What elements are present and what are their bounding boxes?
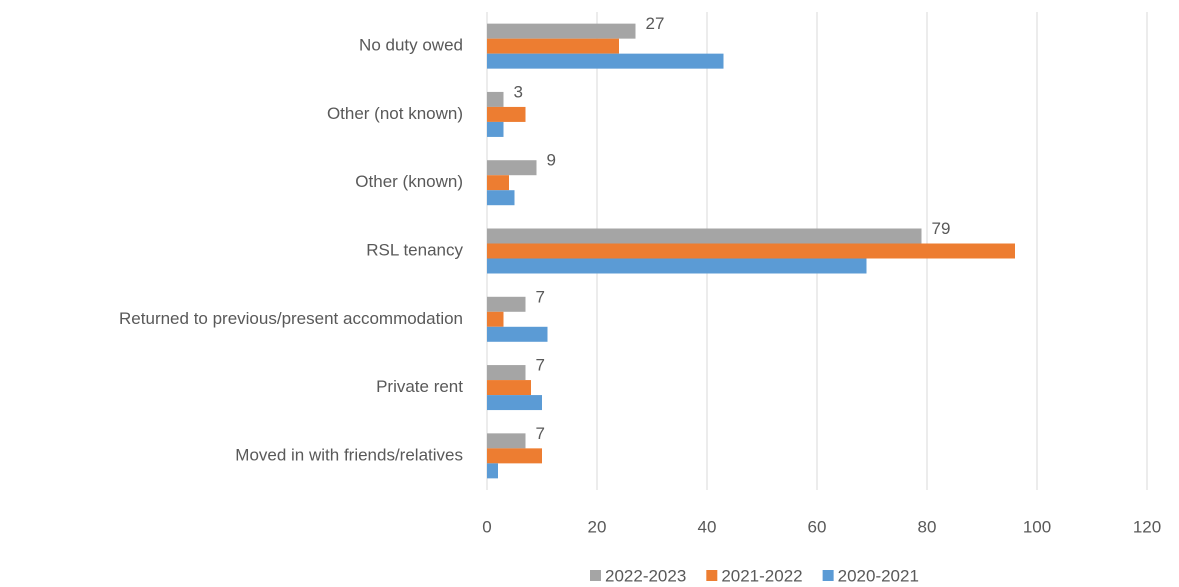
bar [487, 311, 504, 327]
data-label: 9 [547, 151, 556, 170]
bar [487, 91, 504, 107]
data-label: 3 [514, 82, 523, 101]
x-tick-label: 60 [808, 517, 827, 536]
legend-label: 2021-2022 [721, 566, 802, 585]
bar [487, 463, 498, 479]
legend-label: 2022-2023 [605, 566, 686, 585]
bar [487, 38, 619, 54]
x-tick-label: 20 [588, 517, 607, 536]
y-tick-label: Other (not known) [327, 104, 463, 123]
legend-swatch [822, 570, 834, 581]
data-label: 7 [536, 424, 545, 443]
x-tick-label: 40 [698, 517, 717, 536]
x-tick-label: 0 [482, 517, 491, 536]
bar [487, 228, 922, 244]
bar [487, 448, 542, 464]
bar [487, 160, 537, 176]
bar [487, 326, 548, 342]
y-tick-label: Moved in with friends/relatives [235, 445, 463, 464]
y-tick-label: Returned to previous/present accommodati… [119, 309, 463, 328]
data-label: 79 [932, 219, 951, 238]
x-tick-label: 100 [1023, 517, 1051, 536]
bar [487, 365, 526, 381]
bar [487, 106, 526, 122]
y-tick-label: Other (known) [355, 172, 463, 191]
bar [487, 380, 531, 396]
bar [487, 433, 526, 449]
bar [487, 190, 515, 206]
bar [487, 296, 526, 312]
bar [487, 23, 636, 39]
bar [487, 395, 542, 411]
bar [487, 243, 1015, 259]
legend-swatch [706, 570, 718, 581]
bar [487, 121, 504, 137]
legend-label: 2020-2021 [838, 566, 919, 585]
x-tick-label: 80 [918, 517, 937, 536]
bar [487, 258, 867, 274]
legend-swatch [590, 570, 601, 581]
y-tick-label: Private rent [376, 377, 463, 396]
bar [487, 53, 724, 69]
bar [487, 175, 509, 191]
y-tick-label: No duty owed [359, 36, 463, 55]
data-label: 27 [646, 14, 665, 33]
x-tick-label: 120 [1133, 517, 1161, 536]
data-label: 7 [536, 356, 545, 375]
y-tick-label: RSL tenancy [366, 240, 463, 259]
data-label: 7 [536, 287, 545, 306]
